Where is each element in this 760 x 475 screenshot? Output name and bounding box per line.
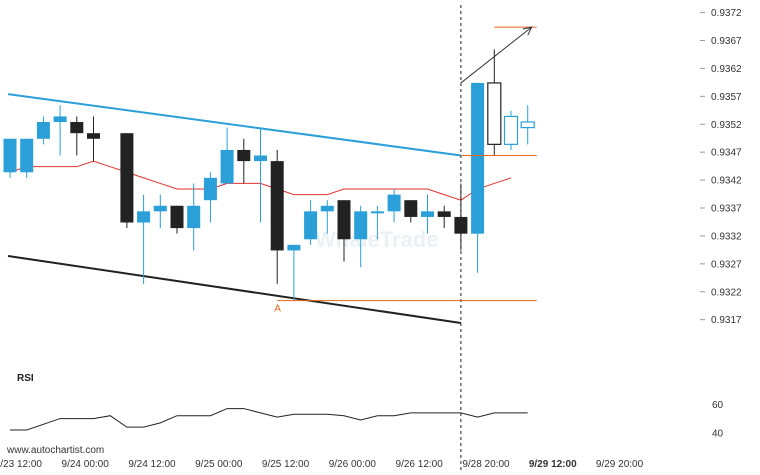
footer-url: www.autochartist.com [6, 445, 104, 456]
price-tick-label: 0.9317 [711, 315, 742, 326]
rsi-panel: 60 40 [10, 400, 724, 439]
candle-body [503, 115, 519, 145]
time-tick-label: 9/29 20:00 [596, 459, 644, 470]
price-tick-label: 0.9337 [711, 204, 742, 215]
candle-body [170, 205, 184, 229]
price-tick-label: 0.9352 [711, 120, 742, 131]
candle-body [203, 177, 217, 201]
price-tick-label: 0.9322 [711, 287, 742, 298]
candle-body [36, 122, 50, 139]
point-a-label: A [274, 304, 281, 315]
candle-body [471, 82, 485, 234]
candle-body [354, 211, 368, 240]
candle-body [270, 161, 284, 251]
price-tick-label: 0.9347 [711, 148, 742, 159]
candles [3, 49, 535, 301]
price-tick-label: 0.9332 [711, 231, 742, 242]
candle-body [137, 211, 151, 223]
candle-body [153, 205, 167, 212]
candle-body [70, 122, 84, 134]
time-tick-label: 9/25 12:00 [262, 459, 310, 470]
candle-body [487, 82, 502, 145]
rsi-title: RSI [17, 373, 34, 384]
candle-body [370, 211, 384, 214]
candle-body [454, 216, 468, 234]
candle-body [287, 244, 301, 251]
time-tick-label: 9/26 00:00 [329, 459, 377, 470]
forecast-arrow-head [522, 26, 533, 36]
time-tick-label: 9/25 00:00 [195, 459, 243, 470]
price-tick-label: 0.9342 [711, 176, 742, 187]
price-tick-label: 0.9357 [711, 92, 742, 103]
candle-body [520, 121, 535, 129]
candle-body [187, 205, 201, 229]
time-tick-label: 9/26 12:00 [396, 459, 444, 470]
rsi-tick-label: 40 [712, 428, 724, 439]
time-tick-label: 9/23 12:00 [0, 459, 42, 470]
watermark: WhaleTrade [315, 227, 438, 252]
forecast-arrow-line [460, 26, 533, 84]
lower-channel-line [7, 255, 462, 325]
candle-body [237, 149, 251, 162]
time-tick-label: 9/24 00:00 [62, 459, 110, 470]
candle-body [20, 138, 34, 173]
price-tick-label: 0.9367 [711, 36, 742, 47]
candle-body [120, 133, 134, 223]
price-axis: 0.9372 0.9367 0.9362 0.9357 0.9352 0.9347 0.93… [700, 8, 742, 326]
candle-body [304, 211, 318, 240]
candle-body [437, 211, 451, 217]
candle-body [87, 133, 100, 139]
price-levels [277, 26, 537, 302]
time-axis: 9/23 12:00 9/24 00:00 9/24 12:00 9/25 00:00… [0, 459, 644, 470]
candle-body [220, 149, 234, 184]
candle-body [421, 211, 434, 217]
candle-body [337, 200, 351, 240]
time-tick-label: 9/28 20:00 [462, 459, 510, 470]
candle-body [3, 138, 17, 173]
price-tick-label: 0.9327 [711, 259, 742, 270]
price-tick-label: 0.9372 [711, 8, 742, 19]
candle-body [387, 194, 401, 212]
candle-body [53, 116, 67, 123]
candle-body [320, 205, 334, 212]
rsi-line [10, 408, 528, 431]
time-tick-label: 9/29 12:00 [529, 459, 577, 470]
trend-channels [7, 93, 462, 325]
time-tick-label: 9/24 12:00 [128, 459, 176, 470]
price-tick-label: 0.9362 [711, 64, 742, 75]
rsi-tick-label: 60 [712, 400, 724, 411]
candle-body [254, 155, 267, 162]
candle-body [404, 200, 418, 217]
upper-channel-line [7, 93, 462, 157]
